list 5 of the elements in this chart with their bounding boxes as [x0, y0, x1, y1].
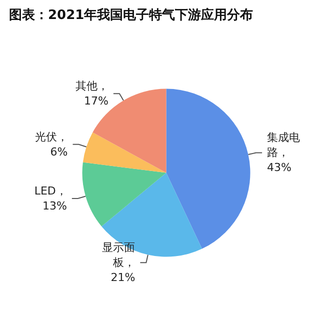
slice-label: 光伏，6% — [34, 130, 68, 158]
slice-label: LED，13% — [34, 184, 67, 212]
slice-label: 集成电路，43% — [267, 131, 300, 174]
slice-label: 其他，17% — [75, 80, 108, 108]
chart-title: 图表：2021年我国电子特气下游应用分布 — [9, 7, 254, 23]
